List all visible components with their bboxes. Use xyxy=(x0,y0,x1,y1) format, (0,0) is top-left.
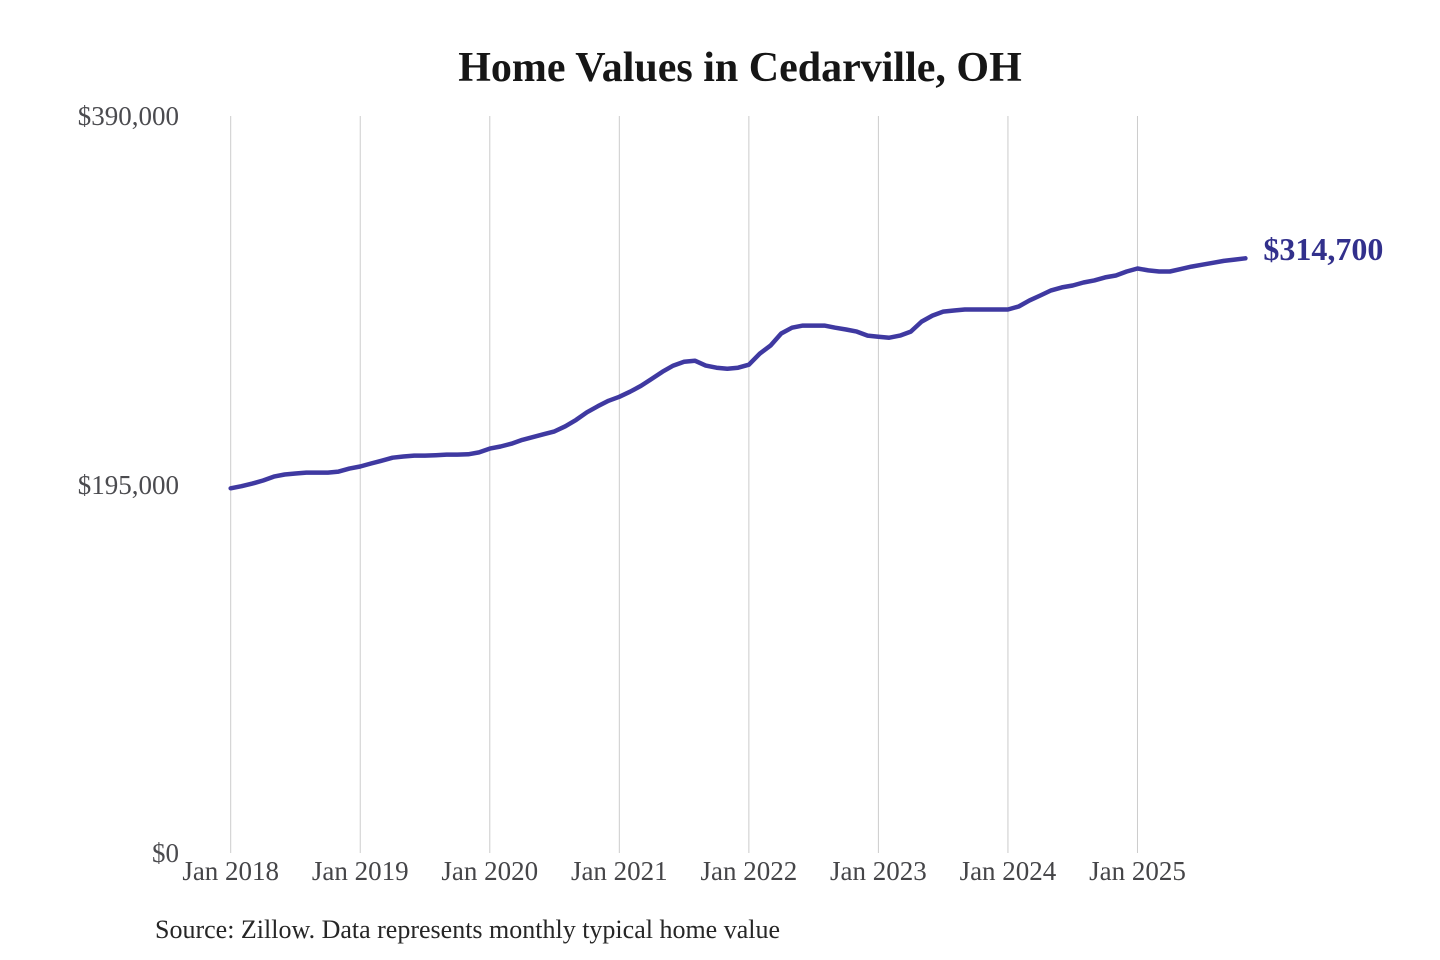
x-axis-tick-label: Jan 2025 xyxy=(1089,856,1186,886)
x-axis-tick-label: Jan 2019 xyxy=(311,856,409,886)
x-axis-tick-label: Jan 2021 xyxy=(570,856,668,886)
y-axis-tick-label: $390,000 xyxy=(77,101,179,131)
y-axis-tick-label: $0 xyxy=(152,838,179,868)
x-axis-tick-label: Jan 2023 xyxy=(830,856,927,886)
x-gridlines xyxy=(230,116,1138,853)
chart-title: Home Values in Cedarville, OH xyxy=(458,45,1022,91)
x-axis-tick-label: Jan 2018 xyxy=(182,856,280,886)
source-note: Source: Zillow. Data represents monthly … xyxy=(155,915,781,944)
x-axis-tick-label: Jan 2024 xyxy=(959,856,1057,886)
home-value-line-series xyxy=(228,256,1248,491)
x-axis-tick-label: Jan 2020 xyxy=(441,856,539,886)
x-axis-tick-label: Jan 2022 xyxy=(700,856,798,886)
current-value-label: $314,700 xyxy=(1263,231,1384,268)
y-axis-tick-label: $195,000 xyxy=(77,469,179,500)
